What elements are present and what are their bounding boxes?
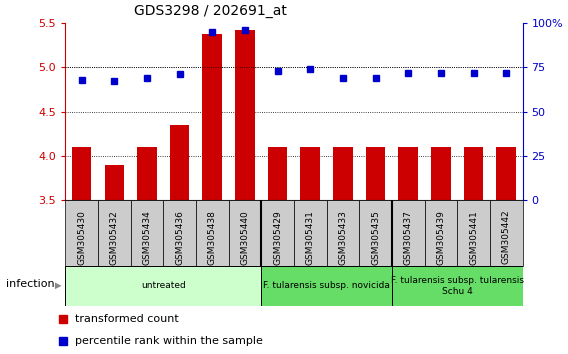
Text: GSM305435: GSM305435 [371,210,380,265]
Text: GSM305441: GSM305441 [469,210,478,264]
Bar [496,147,516,354]
Text: GSM305431: GSM305431 [306,210,315,265]
Bar [72,147,91,354]
Text: GSM305439: GSM305439 [436,210,445,265]
Bar [359,200,392,266]
Bar [105,165,124,354]
Bar [457,200,490,266]
Bar [366,147,386,354]
Bar [327,200,360,266]
Bar [196,200,229,266]
Bar [425,200,457,266]
Text: GSM305433: GSM305433 [339,210,348,265]
Text: GSM305434: GSM305434 [143,210,152,264]
Text: GSM305437: GSM305437 [404,210,413,265]
Text: GSM305436: GSM305436 [175,210,184,265]
Bar [235,30,254,354]
Text: GDS3298 / 202691_at: GDS3298 / 202691_at [134,4,287,18]
Text: GSM305432: GSM305432 [110,210,119,264]
Bar [164,200,196,266]
Bar [261,266,392,306]
Text: F. tularensis subsp. tularensis
Schu 4: F. tularensis subsp. tularensis Schu 4 [391,276,524,296]
Text: GSM305442: GSM305442 [502,210,511,264]
Bar [300,147,320,354]
Bar [131,200,164,266]
Bar [261,200,294,266]
Bar [98,200,131,266]
Text: untreated: untreated [141,281,186,290]
Bar [431,147,451,354]
Text: GSM305438: GSM305438 [208,210,217,265]
Text: GSM305429: GSM305429 [273,210,282,264]
Text: infection: infection [6,279,55,289]
Bar [137,147,157,354]
Bar [203,34,222,354]
Bar [464,147,483,354]
Bar [65,200,98,266]
Bar [268,147,287,354]
Text: GSM305430: GSM305430 [77,210,86,265]
Bar [490,200,523,266]
Bar [65,266,261,306]
Bar [392,200,425,266]
Text: GSM305440: GSM305440 [240,210,249,264]
Bar [170,125,190,354]
Text: percentile rank within the sample: percentile rank within the sample [75,336,263,346]
Text: transformed count: transformed count [75,314,179,324]
Bar [399,147,418,354]
Bar [229,200,261,266]
Bar [294,200,327,266]
Bar [392,266,523,306]
Text: F. tularensis subsp. novicida: F. tularensis subsp. novicida [263,281,390,290]
Bar [333,147,353,354]
